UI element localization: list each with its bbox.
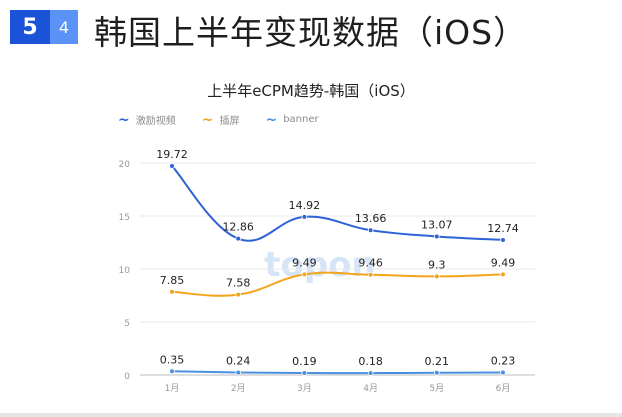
data-point xyxy=(500,271,506,278)
data-label: 7.85 xyxy=(160,274,185,287)
x-tick-label: 4月 xyxy=(363,383,378,394)
data-point xyxy=(500,369,506,376)
y-tick-label: 15 xyxy=(119,213,130,223)
data-point xyxy=(169,368,175,375)
data-point xyxy=(433,233,440,240)
data-point xyxy=(235,235,242,242)
data-label: 9.3 xyxy=(428,258,446,271)
legend-line-icon: ~ xyxy=(265,111,278,128)
data-label: 0.23 xyxy=(491,355,516,368)
data-point xyxy=(235,369,242,376)
data-label: 0.18 xyxy=(358,355,383,368)
data-label: 13.07 xyxy=(421,218,453,231)
data-label: 0.24 xyxy=(226,354,251,367)
data-label: 12.86 xyxy=(222,221,254,234)
data-point xyxy=(301,370,308,376)
y-tick-label: 10 xyxy=(119,266,131,276)
x-tick-label: 6月 xyxy=(496,383,511,394)
data-label: 14.92 xyxy=(289,199,321,212)
data-point xyxy=(367,227,374,234)
x-tick-label: 5月 xyxy=(429,383,444,394)
data-point xyxy=(433,369,440,376)
data-point xyxy=(301,214,308,220)
legend-label: 插屏 xyxy=(219,116,240,127)
legend-item-rewarded-video: ~ 激励视频 xyxy=(118,111,176,128)
data-label: 12.74 xyxy=(487,222,519,235)
data-point xyxy=(367,370,374,376)
series-line-2 xyxy=(171,370,504,375)
legend-line-icon: ~ xyxy=(118,111,130,128)
series-line-0 xyxy=(171,165,504,242)
ecpm-line-chart: topon 0 5 10 15 20 1月 2月 3月 4月 5月 6月 19.72 12.86 14.92… xyxy=(119,148,535,394)
data-label: 0.21 xyxy=(425,355,450,368)
x-tick-label: 3月 xyxy=(297,383,312,394)
data-label: 0.35 xyxy=(160,353,185,366)
chart-title: 上半年eCPM趋势-韩国（iOS） xyxy=(207,82,415,100)
series-line-1 xyxy=(171,271,504,297)
x-tick-label: 1月 xyxy=(165,383,180,394)
data-point xyxy=(169,288,175,295)
data-point xyxy=(235,291,242,298)
data-label: 9.49 xyxy=(491,256,516,269)
slide-subnumber-badge: 4 xyxy=(50,10,78,44)
legend-item-interstitial: ~ 插屏 xyxy=(201,111,240,128)
legend-label: banner xyxy=(283,114,319,125)
data-label: 7.58 xyxy=(226,277,251,290)
chart-legend: ~ 激励视频 ~ 插屏 ~ banner xyxy=(118,111,319,128)
x-tick-label: 2月 xyxy=(231,383,246,394)
data-point xyxy=(301,271,308,278)
y-tick-label: 5 xyxy=(124,319,130,329)
data-label: 9.49 xyxy=(292,256,317,269)
legend-label: 激励视频 xyxy=(135,116,176,127)
legend-item-banner: ~ banner xyxy=(265,112,318,127)
chart-area: topon 0 5 10 15 20 1月 2月 3月 4月 5月 6月 19.72 12.86 14.92… xyxy=(0,60,622,417)
data-label: 0.19 xyxy=(292,355,317,368)
y-tick-label: 20 xyxy=(119,160,131,170)
slide-number-badge: 5 xyxy=(10,10,50,44)
data-point xyxy=(367,271,374,278)
data-label: 9.46 xyxy=(358,257,383,270)
bottom-strip xyxy=(0,413,622,417)
data-point xyxy=(433,273,440,280)
data-label: 13.66 xyxy=(355,212,387,225)
y-tick-label: 0 xyxy=(124,372,130,382)
data-label: 19.72 xyxy=(156,148,188,161)
legend-line-icon: ~ xyxy=(201,111,214,128)
watermark-text: topon xyxy=(264,245,376,285)
page-title: 韩国上半年变现数据（iOS） xyxy=(94,13,528,52)
data-point xyxy=(500,237,506,243)
data-point xyxy=(169,163,175,169)
